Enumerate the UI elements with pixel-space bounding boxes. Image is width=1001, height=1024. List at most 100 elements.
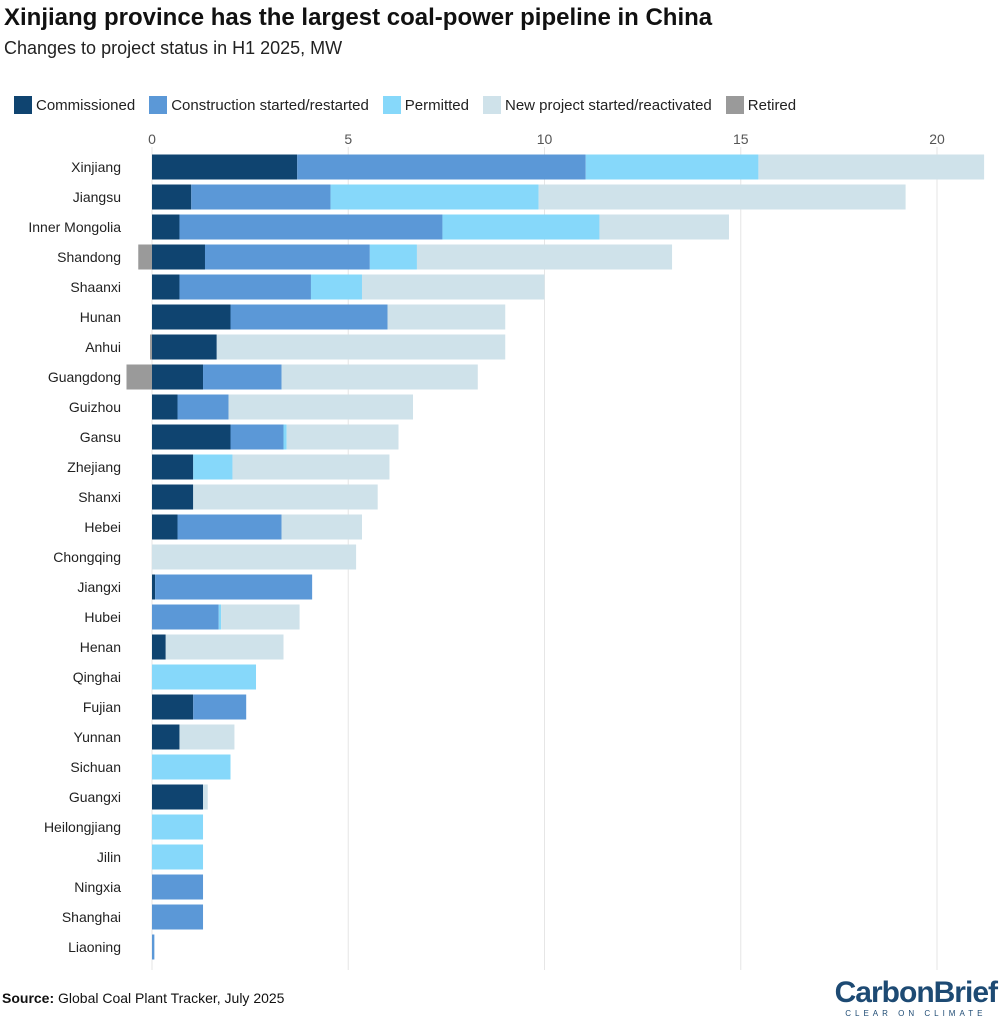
bar-segment-commissioned [152,184,192,210]
bar-segment-permitted [152,844,204,870]
bar-segment-commissioned [152,394,178,420]
bar-segment-commissioned [152,274,180,300]
x-tick-label: 20 [929,131,945,147]
y-category-label: Anhui [85,339,121,355]
bar-segment-construction-started-restarted [152,934,155,960]
bar-segment-construction-started-restarted [191,184,331,210]
y-category-label: Shanghai [62,909,121,925]
legend-swatch-permitted [382,96,401,114]
y-category-label: Fujian [83,699,121,715]
bar-segment-new-project-started-reactivated [281,514,362,540]
y-category-label: Hubei [84,609,121,625]
y-category-label: Gansu [80,429,121,445]
bar-segment-commissioned [152,154,298,180]
bar-segment-construction-started-restarted [193,694,247,720]
bar-segment-commissioned [152,334,217,360]
legend-label-new-project: New project started/reactivated [505,96,712,114]
bar-segment-construction-started-restarted [152,904,204,930]
bar-segment-permitted [193,454,233,480]
logo-wordmark: CarbonBrief [834,976,998,1009]
legend-item-retired: Retired [725,96,797,114]
chart-subtitle: Changes to project status in H1 2025, MW [4,38,343,58]
bar-segment-retired [126,364,152,390]
bar-segment-new-project-started-reactivated [152,544,357,570]
bar-segment-construction-started-restarted [179,274,311,300]
y-category-label: Hunan [80,309,121,325]
legend-swatch-commissioned [14,96,32,114]
bar-segment-commissioned [152,484,194,510]
y-category-label: Shaanxi [70,279,121,295]
bar-segment-new-project-started-reactivated [416,244,673,270]
bar-segment-construction-started-restarted [230,304,388,330]
y-category-label: Guangxi [69,789,121,805]
legend-label-permitted: Permitted [404,96,469,114]
y-category-label: Xinjiang [71,159,121,175]
bar-segment-new-project-started-reactivated [179,724,235,750]
logo-carbon: Carbon [834,976,935,1009]
bar-segment-new-project-started-reactivated [216,334,506,360]
bar-segment-new-project-started-reactivated [281,364,478,390]
legend-swatch-retired [725,96,744,114]
bar-segment-commissioned [152,724,180,750]
bar-segment-construction-started-restarted [203,364,282,390]
bar-segment-permitted [152,814,204,840]
bar-segment-construction-started-restarted [179,214,443,240]
y-category-label: Henan [80,639,121,655]
y-category-label: Jiangsu [73,189,121,205]
legend-swatch-new-project [483,96,501,114]
bar-segment-new-project-started-reactivated [361,274,545,300]
bar-segment-new-project-started-reactivated [228,394,414,420]
bar-segment-construction-started-restarted [152,874,204,900]
legend-label-retired: Retired [747,96,797,114]
bar-segment-construction-started-restarted [297,154,586,180]
y-category-label: Inner Mongolia [28,219,121,235]
y-category-label: Sichuan [70,759,121,775]
bar-segment-new-project-started-reactivated [286,424,399,450]
y-category-label: Guangdong [48,369,121,385]
y-category-label: Shandong [57,249,121,265]
bar-segment-new-project-started-reactivated [203,784,208,810]
legend-item-commissioned: Commissioned [14,96,135,114]
y-category-label: Jilin [97,849,121,865]
bar-segment-construction-started-restarted [177,514,282,540]
y-category-label: Hebei [84,519,121,535]
bar-segment-permitted [152,664,257,690]
legend-label-construction: Construction started/restarted [171,96,369,114]
bar-segment-commissioned [152,364,204,390]
bar-segment-commissioned [152,424,231,450]
bar-segment-retired [138,244,152,270]
bar-segment-permitted [152,754,231,780]
bar-segment-commissioned [152,454,194,480]
bar-segment-commissioned [152,304,231,330]
bar-segment-construction-started-restarted [204,244,370,270]
y-category-label: Chongqing [53,549,121,565]
bar-segment-new-project-started-reactivated [758,154,985,180]
chart-title: Xinjiang province has the largest coal-p… [4,4,713,31]
bar-segment-new-project-started-reactivated [165,634,284,660]
legend-item-new-project: New project started/reactivated [483,96,712,114]
bar-segment-construction-started-restarted [230,424,284,450]
logo-tagline: CLEAR ON CLIMATE [845,1009,987,1018]
legend-item-permitted: Permitted [382,96,469,114]
source-note: Source: Global Coal Plant Tracker, July … [2,990,284,1006]
bar-segment-new-project-started-reactivated [538,184,906,210]
bar-segment-construction-started-restarted [152,604,219,630]
bar-segment-commissioned [152,214,180,240]
legend-label-commissioned: Commissioned [36,96,136,114]
x-tick-label: 10 [537,131,553,147]
logo-brief: Brief [933,976,998,1009]
bar-segment-new-project-started-reactivated [193,484,378,510]
x-tick-label: 15 [733,131,749,147]
legend-item-construction: Construction started/restarted [149,96,369,114]
bar-segment-permitted [283,424,287,450]
bar-segment-construction-started-restarted [177,394,229,420]
bar-segment-new-project-started-reactivated [387,304,506,330]
bar-segment-new-project-started-reactivated [232,454,390,480]
bar-segment-permitted [310,274,362,300]
bar-segment-permitted [330,184,539,210]
y-category-label: Jiangxi [77,579,121,595]
bar-segment-permitted [442,214,600,240]
carbonbrief-logo: CarbonBrief CLEAR ON CLIMATE [834,976,998,1019]
bar-segment-commissioned [152,634,166,660]
bar-segment-new-project-started-reactivated [599,214,729,240]
